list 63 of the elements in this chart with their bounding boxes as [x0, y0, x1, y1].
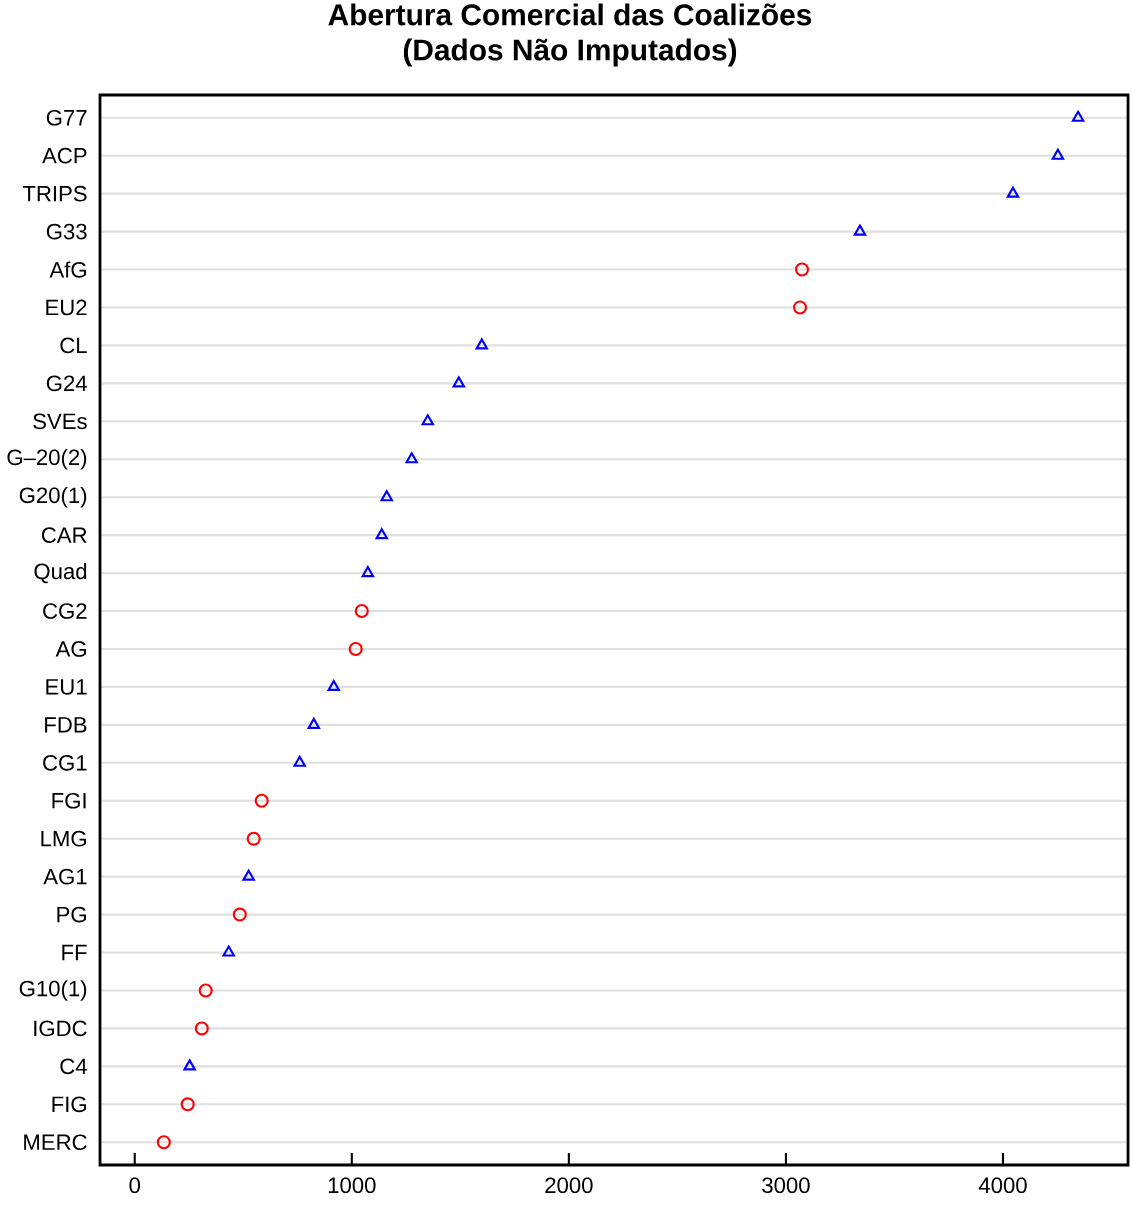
y-tick-label: FF — [62, 944, 87, 961]
y-tick-label: AG1 — [43, 868, 87, 885]
point — [293, 755, 306, 767]
x-tick-label: 4000 — [978, 1177, 1027, 1194]
point — [222, 945, 235, 957]
point — [380, 490, 393, 502]
point — [180, 1097, 195, 1112]
point — [354, 604, 369, 619]
y-tick-label: CAR — [41, 527, 87, 543]
point — [1051, 148, 1065, 160]
x-tick-label: 0 — [129, 1177, 141, 1194]
point — [348, 641, 363, 656]
point — [1071, 110, 1085, 122]
y-tick-label: CG2 — [43, 603, 87, 619]
y-tick-label: AfG — [49, 261, 86, 278]
y-tick-label: MERC — [24, 1134, 87, 1151]
y-tick-label: G24 — [46, 375, 87, 392]
x-tick-label: 1000 — [328, 1177, 376, 1194]
point — [156, 1135, 171, 1150]
y-tick-label: FDB — [45, 717, 87, 733]
point — [793, 300, 808, 315]
y-tick-label: G10(1) — [19, 980, 87, 1001]
x-tick-label: 2000 — [545, 1177, 593, 1194]
y-tick-label: AG — [55, 641, 86, 657]
point — [853, 224, 867, 236]
y-tick-label: G33 — [46, 223, 87, 240]
point — [452, 376, 466, 388]
point — [405, 452, 418, 464]
y-tick-label: G20(1) — [19, 486, 87, 508]
point — [198, 983, 213, 998]
y-tick-label: ACP — [42, 147, 87, 164]
y-tick-label: CG1 — [43, 754, 87, 771]
point — [254, 793, 269, 808]
point — [1006, 186, 1020, 198]
point — [375, 528, 388, 540]
y-tick-label: EU1 — [46, 679, 87, 695]
y-tick-label: FIG — [52, 1096, 86, 1113]
chart-title: Abertura Comercial das Coalizões — [328, 3, 812, 26]
y-tick-label: SVEs — [33, 413, 87, 430]
y-tick-label: C4 — [60, 1058, 87, 1075]
x-tick-label: 3000 — [762, 1177, 810, 1194]
y-tick-label: G–20(2) — [7, 448, 87, 470]
chart-subtitle: (Dados Não Imputados) — [403, 38, 737, 67]
y-tick-label: EU2 — [46, 299, 87, 316]
point — [421, 414, 434, 426]
y-tick-label: CL — [60, 337, 87, 354]
y-tick-label: TRIPS — [22, 185, 87, 202]
y-tick-label: G77 — [46, 109, 87, 126]
point — [307, 717, 321, 729]
point — [183, 1059, 196, 1071]
point — [194, 1021, 209, 1036]
y-tick-label: FGI — [52, 792, 86, 809]
point — [327, 679, 341, 691]
y-tick-label: LMG — [41, 830, 86, 847]
y-tick-label: Quad — [34, 562, 87, 584]
y-tick-label: PG — [57, 906, 86, 923]
point — [242, 869, 255, 881]
point — [361, 566, 375, 578]
point — [246, 831, 261, 846]
point — [794, 262, 810, 277]
y-tick-label: IGDC — [34, 1020, 87, 1037]
point — [475, 338, 489, 350]
point — [232, 907, 247, 922]
